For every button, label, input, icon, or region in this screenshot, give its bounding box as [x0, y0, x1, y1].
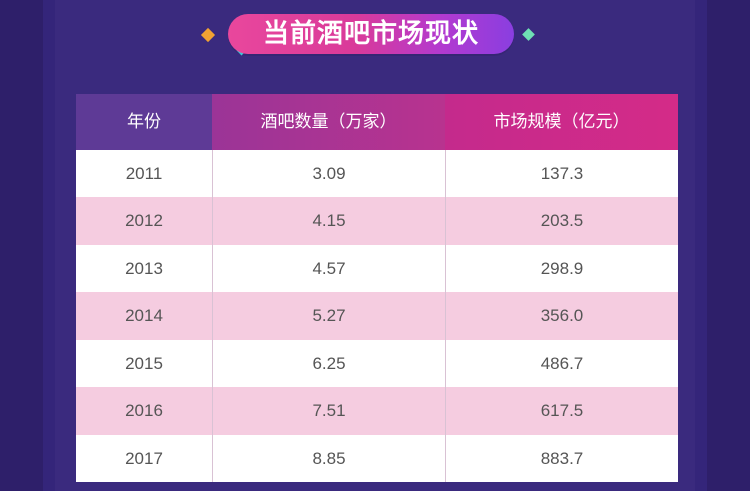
table-row: 2011 3.09 137.3: [76, 150, 678, 198]
table-row: 2014 5.27 356.0: [76, 292, 678, 340]
cell-market-size: 203.5: [445, 197, 678, 245]
cell-market-size: 617.5: [445, 387, 678, 435]
cell-year: 2016: [125, 401, 163, 421]
table-header: 年份 酒吧数量（万家） 市场规模（亿元）: [76, 94, 678, 150]
cell-year: 2015: [125, 353, 163, 373]
table-row: 2017 8.85 883.7: [76, 434, 678, 482]
column-header-market-size: 市场规模（亿元）: [445, 94, 678, 150]
cell-bar-count: 4.57: [212, 244, 445, 293]
cell-market-size: 356.0: [445, 292, 678, 340]
table-row: 2015 6.25 486.7: [76, 339, 678, 388]
decoration-diamond-icon: [200, 27, 216, 43]
cell-year: 2012: [125, 211, 163, 231]
cell-year: 2013: [125, 258, 163, 278]
cell-year: 2017: [125, 448, 163, 468]
cell-bar-count: 3.09: [212, 150, 445, 198]
title-pill: [228, 14, 514, 54]
cell-year: 2011: [125, 164, 163, 183]
decoration-diamond-icon: [522, 28, 535, 41]
table-row: 2012 4.15 203.5: [76, 197, 678, 245]
cell-bar-count: 6.25: [212, 339, 445, 388]
market-table: 年份 酒吧数量（万家） 市场规模（亿元） 2011 3.09 137.3 2012 4.…: [76, 94, 678, 482]
cell-market-size: 298.9: [445, 244, 678, 293]
title-banner: 当前酒吧市场现状: [228, 14, 524, 58]
column-header-bar-count: 酒吧数量（万家）: [212, 94, 445, 150]
cell-year: 2014: [125, 306, 163, 326]
cell-bar-count: 5.27: [212, 292, 445, 340]
cell-bar-count: 4.15: [212, 197, 445, 245]
background-stripe-left: [43, 0, 55, 491]
cell-market-size: 486.7: [445, 339, 678, 388]
table-body: 2011 3.09 137.3 2012 4.15 203.5 2013 4.57 298.9 2…: [76, 150, 678, 482]
cell-market-size: 883.7: [445, 434, 678, 482]
page-title: 当前酒吧市场现状: [262, 19, 479, 49]
cell-market-size: 137.3: [445, 150, 678, 198]
table-row: 2013 4.57 298.9: [76, 244, 678, 293]
cell-bar-count: 8.85: [212, 434, 445, 482]
table-row: 2016 7.51 617.5: [76, 387, 678, 435]
background-stripe-right: [695, 0, 707, 491]
column-header-year: 年份: [76, 94, 212, 150]
cell-bar-count: 7.51: [212, 387, 445, 435]
